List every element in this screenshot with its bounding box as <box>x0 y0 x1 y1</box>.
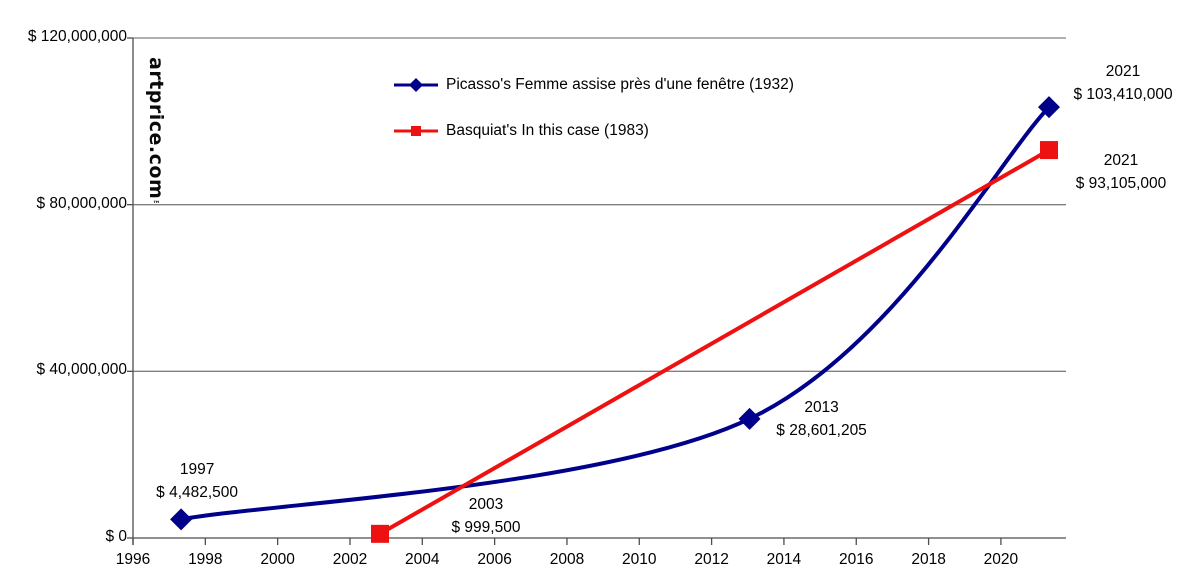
data-label-year: 2021 <box>1105 63 1141 81</box>
legend-square-glyph <box>411 126 421 136</box>
x-tick-label: 1996 <box>115 551 151 568</box>
data-label-value: $ 103,410,000 <box>1073 86 1173 104</box>
series-line-1 <box>379 148 1050 536</box>
x-tick-label: 2008 <box>549 551 585 568</box>
x-tick-label: 2010 <box>622 551 657 568</box>
x-tick-label: 2012 <box>694 551 729 568</box>
logo-text: artprice.com <box>145 57 167 200</box>
data-label-value: $ 28,601,205 <box>776 421 867 439</box>
series-1-marker-2003 <box>370 524 389 543</box>
series-0-marker-1997 <box>170 508 193 531</box>
data-label-2021: 2021 $ 93,105,000 <box>1076 149 1167 195</box>
series-0-marker-2021 <box>1038 96 1061 119</box>
data-label-year: 2003 <box>468 495 504 513</box>
x-tick-label: 2020 <box>983 551 1019 568</box>
series-line-0 <box>180 105 1051 522</box>
legend-label-picasso: Picasso's Femme assise près d'une fenêtr… <box>446 76 794 93</box>
data-label-2021: 2021 $ 103,410,000 <box>1073 60 1172 106</box>
x-tick-label: 1998 <box>188 551 223 568</box>
data-label-2003: 2003 $ 999,500 <box>452 493 521 539</box>
data-label-2013: 2013 $ 28,601,205 <box>776 396 867 442</box>
data-label-year: 1997 <box>179 461 215 479</box>
series-1-marker-2021 <box>1040 141 1059 160</box>
data-label-value: $ 999,500 <box>451 518 521 536</box>
legend: Picasso's Femme assise près d'une fenêtr… <box>393 70 873 150</box>
legend-line-square-icon <box>394 126 438 136</box>
x-tick-label: 2002 <box>332 551 368 568</box>
legend-line-diamond-icon <box>394 78 438 92</box>
data-label-1997: 1997 $ 4,482,500 <box>156 458 238 504</box>
x-tick-label: 2004 <box>405 551 440 568</box>
legend-item-basquiat: Basquiat's In this case (1983) <box>393 122 649 139</box>
legend-item-picasso: Picasso's Femme assise près d'une fenêtr… <box>393 76 794 93</box>
data-label-year: 2013 <box>804 398 839 416</box>
y-tick-label: $ 40,000,000 <box>36 361 127 379</box>
artprice-logo: artprice.com™ <box>145 57 167 209</box>
x-tick-label: 2006 <box>477 551 512 568</box>
x-tick-label: 2014 <box>766 551 802 568</box>
y-tick-label: $ 0 <box>105 528 127 545</box>
trademark-symbol: ™ <box>152 199 161 209</box>
data-label-year: 2021 <box>1103 152 1139 170</box>
data-label-value: $ 4,482,500 <box>156 484 239 502</box>
legend-diamond-glyph <box>409 78 423 92</box>
y-tick-label: $ 120,000,000 <box>27 28 127 45</box>
y-tick-label: $ 80,000,000 <box>36 194 127 212</box>
x-tick-label: 2016 <box>839 551 874 568</box>
series-0-marker-2013 <box>738 407 761 430</box>
data-label-value: $ 93,105,000 <box>1075 175 1167 193</box>
x-tick-label: 2000 <box>260 551 295 568</box>
x-tick-label: 2018 <box>911 551 946 568</box>
legend-label-basquiat: Basquiat's In this case (1983) <box>446 122 649 139</box>
